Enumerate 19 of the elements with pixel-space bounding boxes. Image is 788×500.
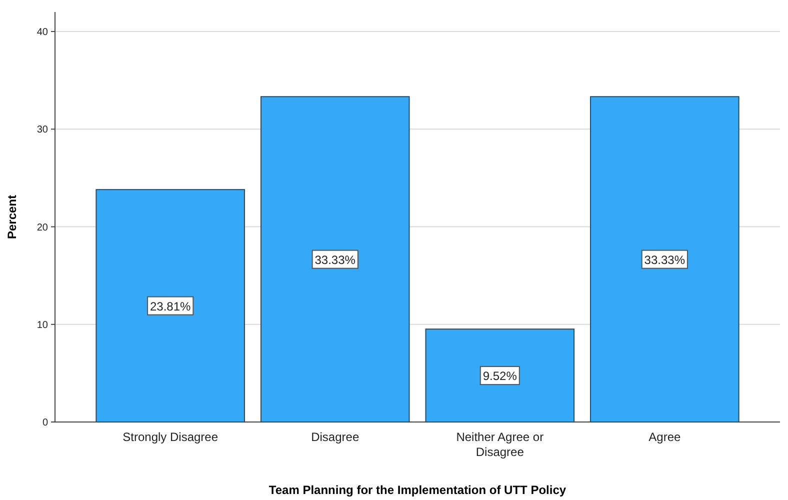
- x-axis-title: Team Planning for the Implementation of UTT Policy: [268, 483, 566, 497]
- bar: [96, 189, 245, 422]
- data-label: 33.33%: [644, 252, 686, 267]
- x-tick-label: Neither Agree or Disagree: [456, 430, 544, 459]
- data-label: 33.33%: [314, 252, 356, 267]
- y-tick-label: 20: [36, 222, 48, 234]
- x-tick-label: Disagree: [311, 430, 360, 444]
- y-tick-label: 0: [42, 418, 48, 428]
- bar: [590, 96, 740, 422]
- data-label: 23.81%: [150, 299, 192, 314]
- y-tick-label: 10: [36, 320, 48, 331]
- y-axis-title: Percent: [5, 194, 19, 240]
- x-tick-label: Strongly Disagree: [122, 430, 218, 444]
- y-tick-label: 40: [36, 27, 48, 38]
- bar: [260, 96, 410, 422]
- x-tick-label: Agree: [648, 430, 681, 444]
- y-tick-label: 30: [36, 124, 48, 136]
- bar: [425, 328, 575, 422]
- data-label: 9.52%: [482, 369, 518, 384]
